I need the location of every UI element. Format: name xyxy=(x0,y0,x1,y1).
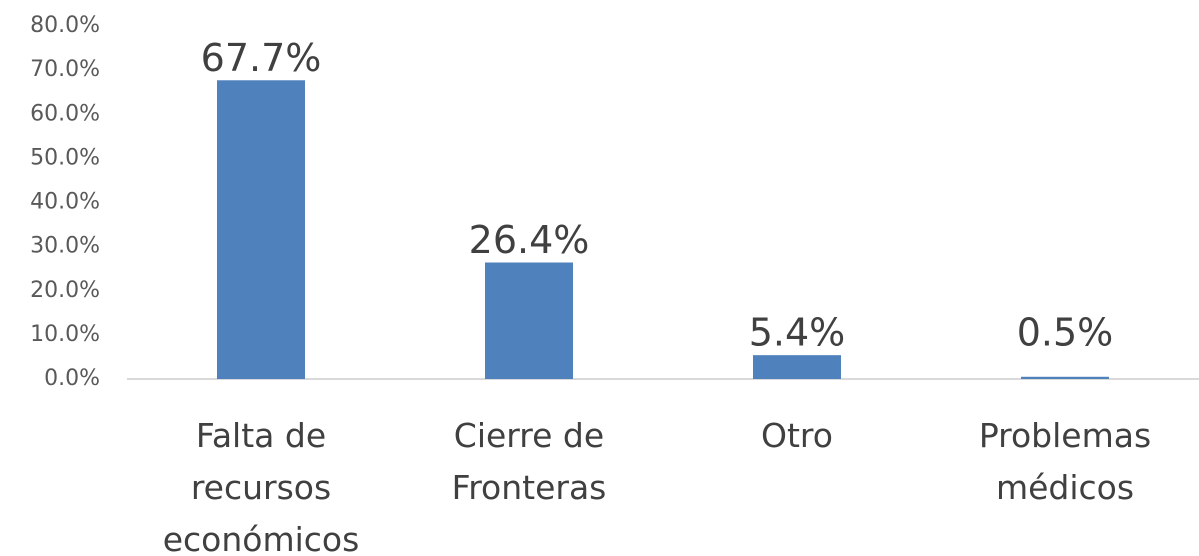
bar xyxy=(1021,376,1109,379)
bar xyxy=(753,355,841,379)
data-label: 67.7% xyxy=(201,36,322,80)
y-tick-label: 80.0% xyxy=(30,13,100,38)
y-tick-label: 20.0% xyxy=(30,278,100,303)
y-tick-label: 10.0% xyxy=(30,322,100,347)
y-tick-label: 70.0% xyxy=(30,57,100,82)
data-label: 0.5% xyxy=(1017,311,1114,355)
x-tick-label: Falta de recursos económicos xyxy=(162,416,360,556)
bar xyxy=(485,262,573,379)
y-tick-label: 30.0% xyxy=(30,234,100,259)
data-label: 26.4% xyxy=(469,218,590,262)
y-tick-label: 60.0% xyxy=(30,101,100,126)
y-tick-label: 40.0% xyxy=(30,190,100,215)
x-tick-label: Problemas médicos xyxy=(978,416,1152,507)
x-tick-label: Otro xyxy=(761,416,833,455)
y-tick-label: 50.0% xyxy=(30,145,100,170)
y-tick-label: 0.0% xyxy=(44,366,100,391)
data-label: 5.4% xyxy=(749,311,846,355)
bar xyxy=(217,80,305,380)
x-tick-label: Cierre de Fronteras xyxy=(451,416,607,507)
